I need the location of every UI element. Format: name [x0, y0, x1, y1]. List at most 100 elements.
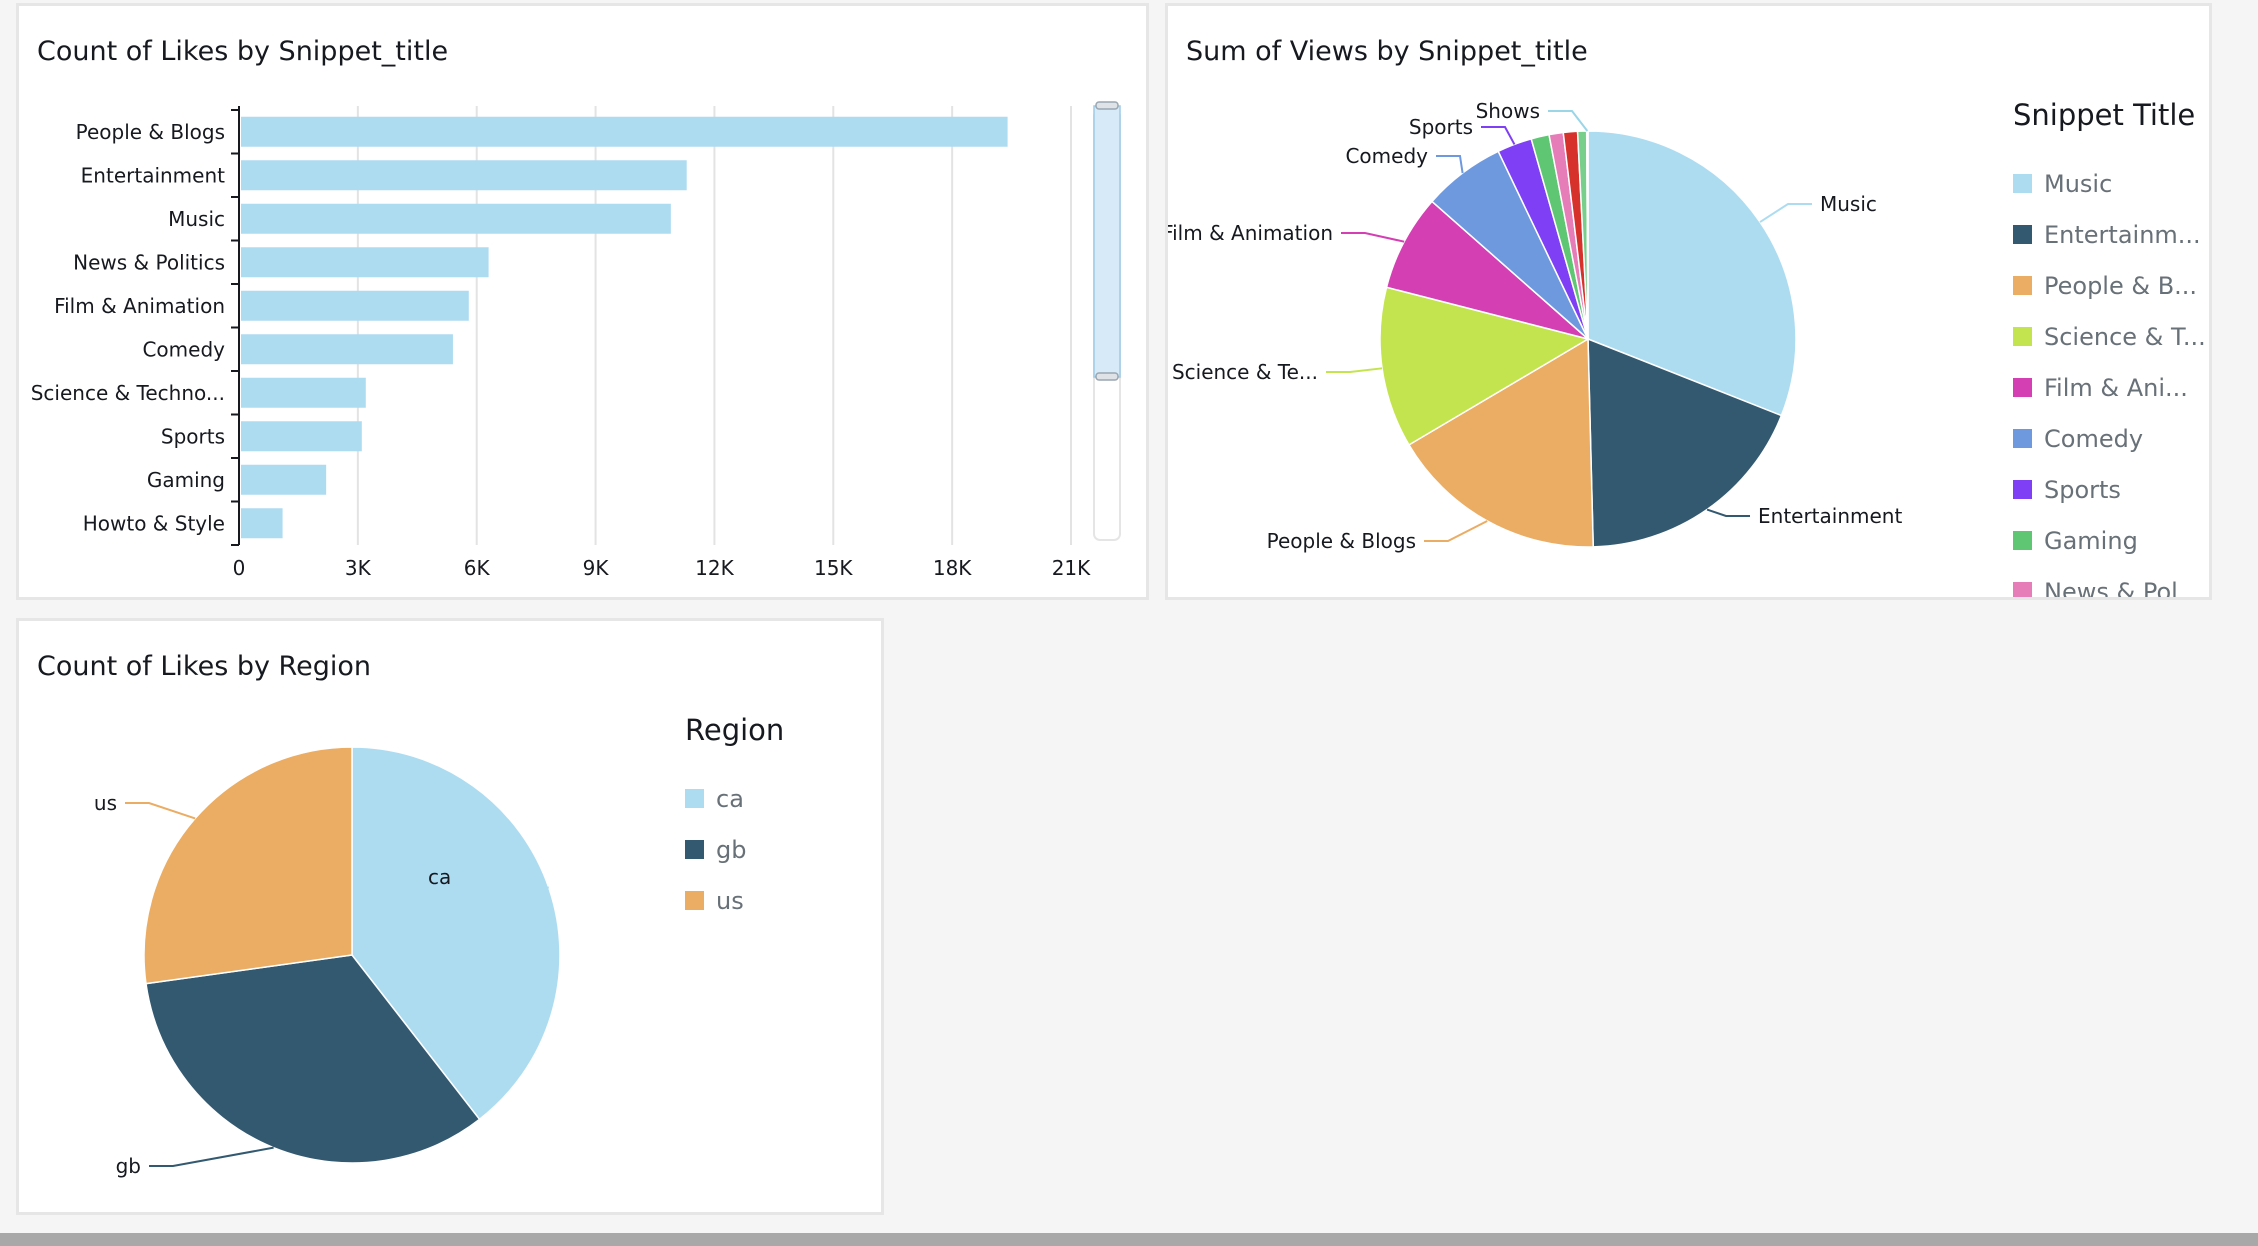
legend-label: People & B... [2044, 271, 2198, 300]
category-label: Music [168, 207, 225, 231]
slice-label: ca [428, 865, 451, 889]
legend-swatch [2013, 378, 2032, 397]
legend-label: Film & Ani... [2044, 373, 2188, 402]
leader-line [1759, 203, 1812, 223]
leader-line [395, 876, 549, 889]
zoom-handle-top[interactable] [1095, 101, 1119, 110]
legend-item-ca[interactable]: ca [685, 773, 784, 824]
slice-label: People & Blogs [1267, 529, 1416, 553]
legend-item-comedy[interactable]: Comedy [2013, 413, 2206, 464]
legend-item-news-pol[interactable]: News & Pol... [2013, 566, 2206, 600]
panel-title: Sum of Views by Snippet_title [1186, 36, 1588, 67]
pie-slice-gb[interactable] [145, 954, 481, 1164]
category-label: Entertainment [81, 163, 225, 187]
slice-label: us [94, 791, 117, 815]
horizontal-scrollbar[interactable] [0, 1233, 2258, 1246]
leader-line [1326, 367, 1383, 373]
legend-label: Science & T... [2044, 322, 2206, 351]
leader-line [149, 1146, 274, 1167]
legend-item-film-ani[interactable]: Film & Ani... [2013, 362, 2206, 413]
bar-people-blogs[interactable] [241, 116, 1008, 147]
legend-label: Gaming [2044, 526, 2138, 555]
category-label: Film & Animation [54, 294, 225, 318]
snippet-title-legend: Snippet Title Music Entertainm... People &… [2013, 98, 2206, 600]
x-tick-label: 0 [233, 556, 246, 580]
likes-by-region-panel: Count of Likes by Region ca gb us Region c… [16, 618, 884, 1215]
legend-label: Entertainm... [2044, 220, 2201, 249]
bar-film-animation[interactable] [241, 290, 469, 321]
pie-slice-people-blogs[interactable] [1407, 337, 1594, 548]
legend-swatch [2013, 276, 2032, 295]
leader-line [1548, 110, 1589, 132]
slice-label: Film & Animation [1168, 221, 1333, 245]
category-label: News & Politics [73, 250, 225, 274]
pie-slice-science-te[interactable] [1379, 286, 1590, 446]
x-tick-label: 3K [345, 556, 372, 580]
legend-label: News & Pol... [2044, 577, 2201, 600]
legend-item-us[interactable]: us [685, 875, 784, 926]
bar-comedy[interactable] [241, 334, 453, 365]
views-pie-chart: Music Entertainment People & Blogs Science … [1168, 99, 1902, 553]
slice-label: Sports [1409, 115, 1473, 139]
bar-howto-style[interactable] [241, 508, 283, 539]
leader-line [1481, 126, 1516, 145]
slice-label: Science & Te... [1172, 360, 1318, 384]
bar-sports[interactable] [241, 421, 362, 452]
x-tick-label: 21K [1052, 556, 1091, 580]
views-by-snippet-panel: Sum of Views by Snippet_title Music Enter… [1165, 3, 2212, 600]
pie-slice-us[interactable] [143, 746, 353, 985]
legend-item-gaming[interactable]: Gaming [2013, 515, 2206, 566]
category-label: Howto & Style [83, 511, 225, 535]
legend-swatch [685, 789, 704, 808]
legend-item-people-b[interactable]: People & B... [2013, 260, 2206, 311]
leader-line [1436, 155, 1464, 174]
legend-swatch [685, 891, 704, 910]
leader-line [1424, 520, 1488, 542]
bar-gaming[interactable] [241, 464, 327, 495]
slice-label: Comedy [1345, 144, 1428, 168]
pie-slice-entertainment[interactable] [1587, 337, 1783, 548]
legend-swatch [2013, 531, 2032, 550]
x-tick-label: 12K [695, 556, 734, 580]
bar-entertainment[interactable] [241, 160, 687, 191]
legend-item-sports[interactable]: Sports [2013, 464, 2206, 515]
category-label: Comedy [142, 337, 225, 361]
panel-title: Count of Likes by Region [37, 651, 371, 682]
bar-music[interactable] [241, 203, 671, 234]
region-legend: Region ca gb us [685, 713, 784, 926]
legend-swatch [2013, 429, 2032, 448]
slice-label: Shows [1476, 99, 1540, 123]
legend-label: us [716, 886, 744, 915]
legend-swatch [2013, 582, 2032, 597]
legend-item-entertainm[interactable]: Entertainm... [2013, 209, 2206, 260]
pie-slice-music[interactable] [1587, 130, 1797, 417]
region-pie-chart: ca gb us [94, 746, 561, 1178]
leader-line [125, 802, 196, 820]
zoom-scrollbar-thumb[interactable] [1093, 105, 1121, 378]
legend-label: ca [716, 784, 744, 813]
category-label: Science & Techno... [31, 381, 225, 405]
slice-label: Entertainment [1758, 504, 1902, 528]
zoom-handle-bottom[interactable] [1095, 372, 1119, 381]
x-tick-label: 6K [464, 556, 491, 580]
legend-swatch [2013, 480, 2032, 499]
bar-science-techno[interactable] [241, 377, 366, 408]
legend-title: Snippet Title [2013, 98, 2196, 132]
category-label: Gaming [147, 468, 225, 492]
panel-title: Count of Likes by Snippet_title [37, 36, 449, 67]
slice-label: Music [1820, 192, 1877, 216]
x-tick-label: 15K [814, 556, 853, 580]
legend-swatch [2013, 327, 2032, 346]
legend-item-science-t[interactable]: Science & T... [2013, 311, 2206, 362]
bar-news-politics[interactable] [241, 247, 489, 278]
legend-item-music[interactable]: Music [2013, 158, 2206, 209]
legend-label: gb [716, 835, 747, 864]
category-label: Sports [161, 424, 225, 448]
legend-label: Comedy [2044, 424, 2144, 453]
legend-swatch [2013, 225, 2032, 244]
legend-item-gb[interactable]: gb [685, 824, 784, 875]
leader-line [1341, 232, 1405, 243]
x-tick-label: 9K [583, 556, 610, 580]
leader-line [1706, 508, 1750, 517]
pie-slice-film-animation[interactable] [1385, 200, 1589, 340]
